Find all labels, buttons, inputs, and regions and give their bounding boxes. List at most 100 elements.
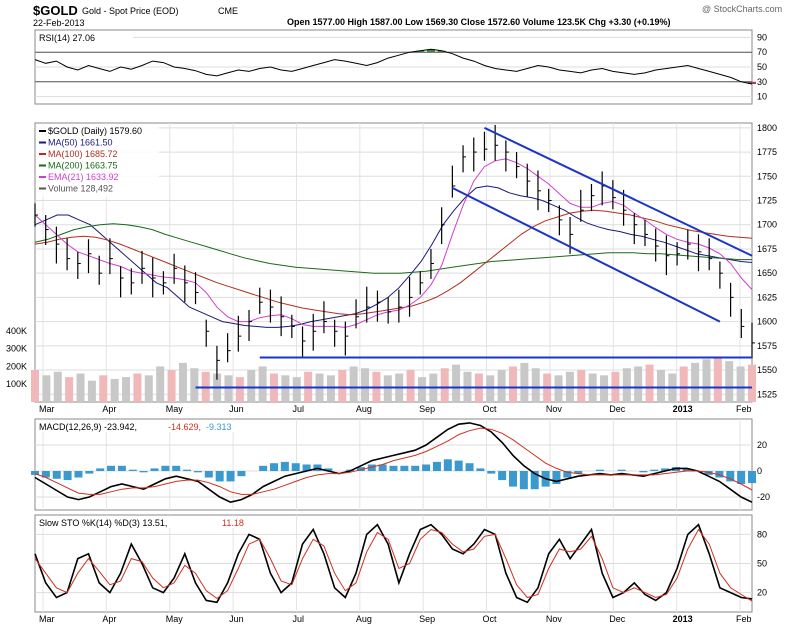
macd-histogram-bar [85, 471, 94, 474]
price-legend-box [37, 125, 159, 197]
volume-bar [361, 368, 370, 402]
macd-histogram-bar [183, 469, 192, 471]
sto-legend-label: Slow STO %K(14) %D(3) 13.51, [39, 518, 167, 528]
volume-bar [452, 364, 461, 402]
macd-legend-box [37, 421, 277, 432]
moving-average-line [34, 185, 753, 328]
macd-histogram-bar [324, 468, 333, 471]
macd-histogram-bar [552, 471, 561, 484]
volume-bar [76, 373, 85, 402]
macd-histogram-bar [476, 468, 485, 471]
sto-month-label: Mar [39, 614, 55, 624]
rsi-tick-label: 30 [757, 77, 767, 87]
volume-bar [691, 362, 700, 402]
volume-bar [645, 364, 654, 402]
macd-histogram-bar [237, 471, 246, 477]
sto-month-label: Apr [102, 614, 116, 624]
volume-bar [554, 375, 563, 402]
macd-histogram-bar [422, 464, 431, 471]
sto-month-label: Oct [483, 614, 498, 624]
volume-bar [326, 375, 335, 402]
macd-histogram-bar [748, 471, 756, 484]
price-legend-label: $GOLD (Daily) 1579.60 [48, 126, 142, 136]
chart-symbol: $GOLD [33, 3, 78, 18]
sto-month-label: Feb [736, 614, 752, 624]
volume-bar [178, 362, 187, 402]
macd-histogram-bar [367, 464, 376, 471]
macd-histogram-bar [715, 471, 724, 478]
macd-histogram-bar [432, 461, 441, 471]
sto-tick-label: 50 [757, 559, 767, 569]
macd-histogram-bar [270, 463, 278, 471]
volume-bar [53, 371, 62, 402]
macd-histogram-bar [639, 471, 648, 473]
volume-bar [87, 380, 96, 402]
volume-bar [383, 375, 392, 402]
price-tick-label: 1800 [757, 123, 777, 133]
macd-legend-signal: -14.629, [168, 422, 201, 432]
rsi-line [34, 48, 753, 85]
macd-histogram-bar [41, 471, 50, 478]
volume-bar [122, 377, 131, 402]
volume-bar [42, 375, 51, 402]
macd-legend-label: MACD(12,26,9) -23.942, [39, 422, 137, 432]
macd-histogram-bar [487, 471, 496, 474]
volume-bar [748, 364, 756, 402]
sto-month-label: Dec [609, 614, 626, 624]
rsi-tick-label: 10 [757, 92, 767, 102]
sto-month-label: May [166, 614, 184, 624]
volume-bar [577, 370, 586, 402]
downtrend-upper-line [484, 126, 753, 257]
volume-tick-label: 100K [6, 379, 27, 389]
chart-instrument-name: Gold - Spot Price (EOD) [82, 6, 179, 16]
price-tick-label: 1550 [757, 365, 777, 375]
macd-histogram-bar [128, 469, 137, 471]
macd-tick-label: 20 [757, 440, 767, 450]
volume-bar [167, 370, 176, 402]
price-month-label: Feb [736, 404, 752, 414]
volume-bar [736, 366, 745, 402]
volume-bar [65, 377, 74, 402]
volume-bar [292, 377, 301, 402]
macd-histogram-bar [117, 465, 126, 471]
volume-bar [156, 366, 165, 402]
chart-date: 22-Feb-2013 [33, 18, 85, 28]
macd-histogram-bar [650, 469, 659, 471]
volume-bar [235, 377, 244, 402]
macd-histogram-bar [595, 469, 604, 471]
volume-bar [144, 375, 153, 402]
price-month-label: Jun [229, 404, 244, 414]
volume-bar [338, 370, 347, 402]
price-tick-label: 1650 [757, 268, 777, 278]
macd-tick-label: 0 [757, 466, 762, 476]
sto-legend-d: 11.18 [222, 518, 244, 528]
macd-histogram-bar [509, 471, 517, 487]
price-month-label: Aug [356, 404, 372, 414]
macd-histogram-bar [737, 471, 746, 484]
macd-histogram-bar [63, 471, 72, 481]
price-month-label: Nov [546, 404, 563, 414]
macd-histogram-bar [107, 465, 116, 471]
macd-histogram-bar [280, 461, 289, 471]
price-month-label: Apr [102, 404, 116, 414]
chart-exchange: CME [218, 6, 238, 16]
rsi-tick-label: 90 [757, 32, 767, 42]
volume-bar [133, 373, 142, 402]
moving-average-line [34, 223, 752, 274]
sto-k-line [34, 523, 753, 604]
price-tick-label: 1600 [757, 317, 777, 327]
volume-bar [679, 366, 688, 402]
price-legend-label: MA(200) 1663.75 [48, 161, 118, 171]
price-legend-label: MA(100) 1685.72 [48, 149, 118, 159]
price-month-label: May [166, 404, 184, 414]
volume-bar [509, 366, 517, 402]
volume-bar [417, 377, 426, 402]
volume-bar [520, 362, 529, 402]
macd-histogram-bar [226, 471, 235, 482]
macd-histogram-bar [563, 471, 572, 478]
sto-month-label: Aug [356, 614, 372, 624]
volume-bar [349, 366, 358, 402]
volume-bar [725, 361, 734, 402]
volume-bar [634, 366, 643, 402]
